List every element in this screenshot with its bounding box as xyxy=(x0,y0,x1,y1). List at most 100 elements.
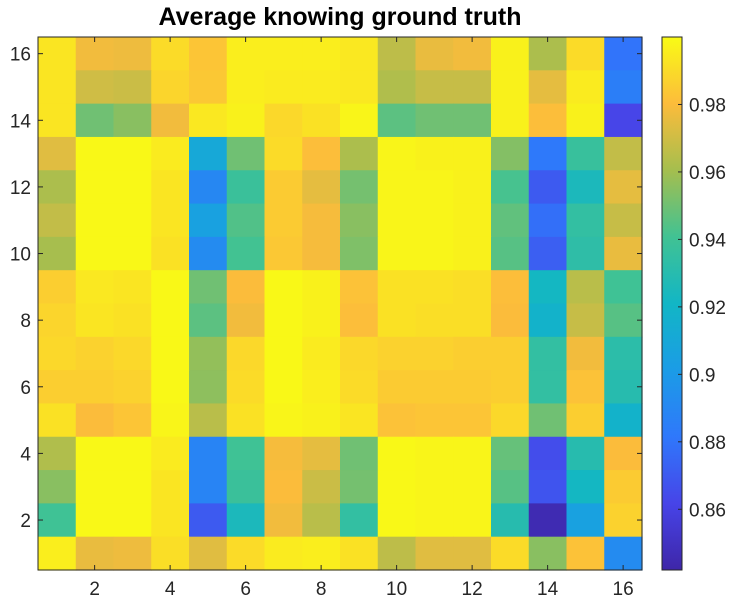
y-tick-label: 14 xyxy=(10,111,32,132)
heatmap-cell xyxy=(38,536,77,571)
heatmap-cell xyxy=(604,536,643,571)
heatmap-cell xyxy=(75,70,115,105)
heatmap-cell xyxy=(151,103,190,138)
heatmap-cell xyxy=(604,336,643,371)
heatmap-cell xyxy=(226,470,266,504)
heatmap-cell xyxy=(528,170,568,205)
heatmap-cell xyxy=(226,370,266,405)
heatmap-cell xyxy=(189,170,228,205)
heatmap-cell xyxy=(566,236,605,271)
heatmap-cell xyxy=(340,403,379,438)
heatmap-cell xyxy=(75,203,115,238)
heatmap-cell xyxy=(604,70,643,105)
heatmap-cell xyxy=(151,303,190,338)
heatmap-cell xyxy=(38,170,77,205)
heatmap-cell xyxy=(302,270,341,305)
heatmap-cell xyxy=(226,503,266,538)
heatmap-cell xyxy=(453,136,492,171)
colorbar-tick-label: 0.98 xyxy=(689,95,726,116)
heatmap-cell xyxy=(189,136,228,171)
heatmap-cell xyxy=(38,136,77,171)
heatmap-cell xyxy=(566,403,605,438)
heatmap-cell xyxy=(340,203,379,238)
heatmap-cell xyxy=(38,103,77,138)
heatmap-cell xyxy=(264,536,303,571)
colorbar-tick-label: 0.94 xyxy=(689,230,726,251)
heatmap-cell xyxy=(264,303,303,338)
heatmap-cell xyxy=(377,136,417,171)
heatmap-cell xyxy=(113,236,152,271)
heatmap-cell xyxy=(340,270,379,305)
heatmap-cell xyxy=(151,503,190,538)
y-tick-label: 12 xyxy=(10,178,31,199)
x-tick-label: 12 xyxy=(462,579,483,600)
heatmap-cell xyxy=(151,170,190,205)
heatmap-cell xyxy=(566,270,605,305)
heatmap-cell xyxy=(113,37,152,71)
heatmap-cell xyxy=(302,37,341,71)
heatmap-cell xyxy=(38,470,77,504)
heatmap-cell xyxy=(151,536,190,571)
heatmap-cell xyxy=(566,37,605,71)
heatmap-cell xyxy=(38,503,77,538)
heatmap-cell xyxy=(604,503,643,538)
heatmap-cell xyxy=(151,436,190,471)
heatmap-cell xyxy=(302,236,341,271)
heatmap-cell xyxy=(604,103,643,138)
heatmap-cell xyxy=(491,503,530,538)
heatmap-cell xyxy=(113,470,152,504)
colorbar-tick-label: 0.9 xyxy=(689,365,715,386)
heatmap-cell xyxy=(264,370,303,405)
heatmap-cell xyxy=(604,370,643,405)
heatmap-cell xyxy=(302,136,341,171)
heatmap-cell xyxy=(75,236,115,271)
heatmap-cell xyxy=(226,336,266,371)
heatmap-cell xyxy=(226,170,266,205)
heatmap-cell xyxy=(491,303,530,338)
heatmap-cell xyxy=(302,403,341,438)
colorbar-tick-label: 0.88 xyxy=(689,433,726,454)
heatmap-cell xyxy=(75,103,115,138)
heatmap-cell xyxy=(453,370,492,405)
heatmap-cell xyxy=(75,270,115,305)
heatmap-cell xyxy=(302,370,341,405)
heatmap-cell xyxy=(528,503,568,538)
heatmap-cell xyxy=(453,236,492,271)
heatmap-cell xyxy=(453,103,492,138)
heatmap-cell xyxy=(151,370,190,405)
heatmap-cell xyxy=(113,170,152,205)
heatmap-cell xyxy=(189,436,228,471)
heatmap-cell xyxy=(226,70,266,105)
heatmap-cell xyxy=(113,203,152,238)
heatmap-cell xyxy=(113,336,152,371)
x-tick-label: 2 xyxy=(89,579,100,600)
heatmap-cell xyxy=(377,470,417,504)
heatmap-cell xyxy=(264,203,303,238)
heatmap-cell xyxy=(340,70,379,105)
heatmap-cell xyxy=(226,136,266,171)
heatmap-cell xyxy=(113,303,152,338)
heatmap-cell xyxy=(566,70,605,105)
heatmap-cell xyxy=(113,403,152,438)
heatmap-cell xyxy=(491,470,530,504)
heatmap-cell xyxy=(75,436,115,471)
heatmap-cell xyxy=(189,370,228,405)
x-tick-label: 14 xyxy=(537,579,559,600)
heatmap-cell xyxy=(302,170,341,205)
heatmap-cell xyxy=(528,303,568,338)
heatmap-cell xyxy=(604,436,643,471)
heatmap-cell xyxy=(340,436,379,471)
heatmap-cell xyxy=(75,170,115,205)
colorbar-tick-label: 0.86 xyxy=(689,500,726,521)
heatmap-cell xyxy=(566,436,605,471)
heatmap-cell xyxy=(264,103,303,138)
heatmap-cell xyxy=(75,136,115,171)
heatmap-cell xyxy=(604,470,643,504)
heatmap-cell xyxy=(113,370,152,405)
axes: 2 4 6 8 10 12 14 16 2 4 6 8 10 12 14 16 xyxy=(10,37,642,600)
heatmap-cell xyxy=(453,70,492,105)
heatmap-cell xyxy=(415,136,454,171)
heatmap-cell xyxy=(415,336,454,371)
heatmap-cell xyxy=(415,536,454,571)
